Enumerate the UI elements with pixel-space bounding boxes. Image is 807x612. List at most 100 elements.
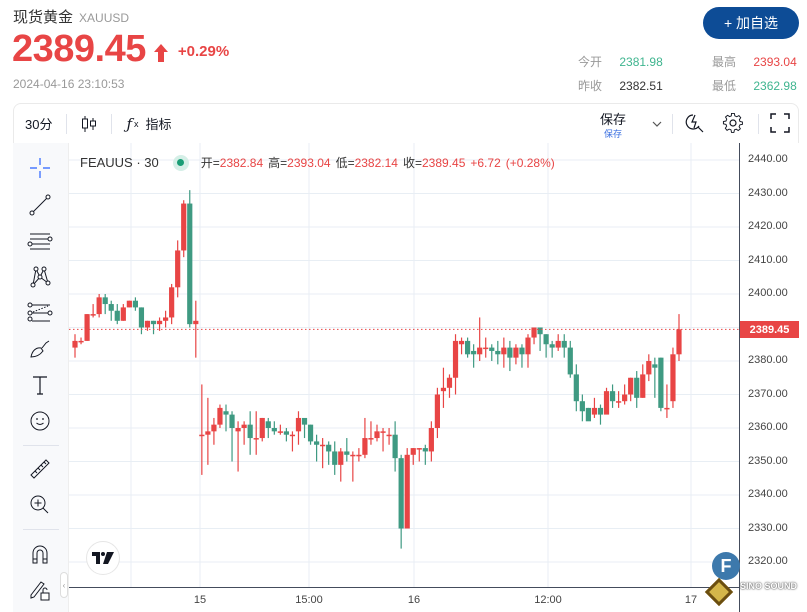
open-stat: 今开 2381.98 xyxy=(578,53,663,70)
tool-divider xyxy=(23,529,59,530)
legend-open: 2382.84 xyxy=(219,155,264,170)
legend-high: 2393.04 xyxy=(287,155,331,170)
candlestick-chart[interactable] xyxy=(69,143,739,588)
current-price: 2389.45 xyxy=(12,28,146,70)
prev-close-label: 昨收 xyxy=(578,79,603,93)
text-tool[interactable] xyxy=(27,372,53,398)
title-row: 现货黄金 XAUUSD xyxy=(13,6,129,27)
horizontal-lines-tool[interactable] xyxy=(27,228,53,254)
chevron-down-icon[interactable] xyxy=(652,120,662,128)
pattern-icon xyxy=(30,266,51,288)
fibonacci-tool[interactable] xyxy=(27,300,53,326)
brush-tool[interactable] xyxy=(27,336,53,362)
low-value: 2362.98 xyxy=(753,79,797,93)
interval-button[interactable]: 30分 xyxy=(25,117,53,132)
legend-high-label: 高= xyxy=(268,156,288,170)
time-axis[interactable]: 15 15:00 16 12:00 17 xyxy=(69,587,739,612)
text-icon xyxy=(33,376,47,395)
emoji-tool[interactable] xyxy=(27,408,53,434)
time-tick-label: 15 xyxy=(193,594,207,606)
quote-header: 现货黄金 XAUUSD 2389.45 +0.29% 2024-04-16 23… xyxy=(0,0,807,100)
smiley-icon xyxy=(30,411,50,431)
legend-change-percent: (+0.28%) xyxy=(505,155,555,170)
price-tick-label: 2380.00 xyxy=(748,354,788,366)
low-label: 最低 xyxy=(712,79,737,93)
instrument-title: 现货黄金 xyxy=(13,9,74,26)
price-tick-label: 2370.00 xyxy=(748,387,788,400)
price-tick-label: 2330.00 xyxy=(748,521,788,534)
arrow-up-icon xyxy=(153,43,168,62)
price-row: 2389.45 +0.29% xyxy=(12,28,229,71)
lock-drawings-tool[interactable] xyxy=(27,577,53,603)
price-tick-label: 2410.00 xyxy=(748,253,788,266)
price-tick-label: 2430.00 xyxy=(748,186,788,199)
toolbar-divider xyxy=(672,114,673,134)
gear-icon[interactable] xyxy=(722,112,744,134)
price-tick-label: 2400.00 xyxy=(748,287,788,299)
watermark-text: SINO SOUND xyxy=(740,581,798,591)
change-percent: +0.29% xyxy=(177,43,230,60)
toolbar-divider xyxy=(758,114,759,134)
tradingview-icon xyxy=(92,552,114,564)
drawing-toolbar xyxy=(13,143,69,612)
high-stat: 最高 2393.04 xyxy=(712,53,797,70)
price-tick-label: 2320.00 xyxy=(748,555,788,567)
indicators-label: 指标 xyxy=(145,117,172,132)
instrument-symbol: XAUUSD xyxy=(79,11,130,25)
timestamp: 2024-04-16 23:10:53 xyxy=(13,77,125,91)
legend-symbol: FEAUUS · 30 xyxy=(80,155,159,170)
legend-change: +6.72 xyxy=(470,155,501,170)
chart-type-button[interactable] xyxy=(81,115,97,133)
price-tick-label: 2360.00 xyxy=(748,421,788,433)
legend-low-label: 低= xyxy=(335,156,355,170)
measure-tool[interactable] xyxy=(27,456,53,482)
magnet-icon xyxy=(32,545,48,564)
price-tick-label: 2420.00 xyxy=(748,220,788,232)
legend-open-label: 开= xyxy=(200,156,220,170)
last-price-tag: 2389.45 xyxy=(740,321,799,339)
function-icon: ƒ xyxy=(126,114,133,133)
watermark-badge: F xyxy=(712,552,740,580)
fibonacci-icon xyxy=(27,302,53,322)
collapse-toolbar-button[interactable]: ‹ xyxy=(60,572,68,598)
prev-close-stat: 昨收 2382.51 xyxy=(578,77,663,94)
price-axis[interactable]: 2440.00 2430.00 2420.00 2410.00 2400.00 2380.… xyxy=(739,143,799,612)
time-tick-label: 17 xyxy=(684,594,698,606)
zoom-in-tool[interactable] xyxy=(27,492,53,518)
toolbar-divider xyxy=(66,113,68,134)
quick-search-icon[interactable] xyxy=(684,112,706,134)
ruler-icon xyxy=(30,459,50,479)
open-value: 2381.98 xyxy=(619,55,663,69)
legend-low: 2382.14 xyxy=(354,155,398,170)
high-label: 最高 xyxy=(712,55,737,69)
save-button[interactable]: 保存 保存 xyxy=(600,109,626,140)
market-status-icon xyxy=(172,154,189,171)
trend-line-icon xyxy=(29,194,51,216)
function-subscript-icon: x xyxy=(134,118,139,129)
chart-legend: FEAUUS · 30 开= 2382.84 高= 2393.04 低= 2382.1… xyxy=(80,154,560,171)
toolbar-divider xyxy=(111,113,113,134)
time-tick-label: 15:00 xyxy=(295,594,323,606)
price-tick-label: 2340.00 xyxy=(748,488,788,500)
low-stat: 最低 2362.98 xyxy=(712,77,797,94)
pencil-lock-icon xyxy=(30,581,50,601)
zoom-in-icon xyxy=(30,495,49,514)
price-tick-label: 2440.00 xyxy=(748,153,788,165)
trend-line-tool[interactable] xyxy=(27,192,53,218)
pattern-tool[interactable] xyxy=(27,264,53,290)
magnet-tool[interactable] xyxy=(27,541,53,567)
price-tick-label: 2350.00 xyxy=(748,454,788,467)
add-watchlist-button[interactable]: + 加自选 xyxy=(703,7,799,39)
legend-close: 2389.45 xyxy=(421,155,466,170)
crosshair-icon xyxy=(30,158,50,178)
tool-divider xyxy=(23,445,59,446)
crosshair-tool[interactable] xyxy=(27,155,53,181)
fullscreen-icon[interactable] xyxy=(770,113,790,133)
tradingview-logo[interactable] xyxy=(86,541,120,575)
watermark: F SINO SOUND xyxy=(704,552,807,612)
legend-close-label: 收= xyxy=(402,156,422,170)
save-label: 保存 xyxy=(600,112,627,127)
high-value: 2393.04 xyxy=(753,55,797,69)
